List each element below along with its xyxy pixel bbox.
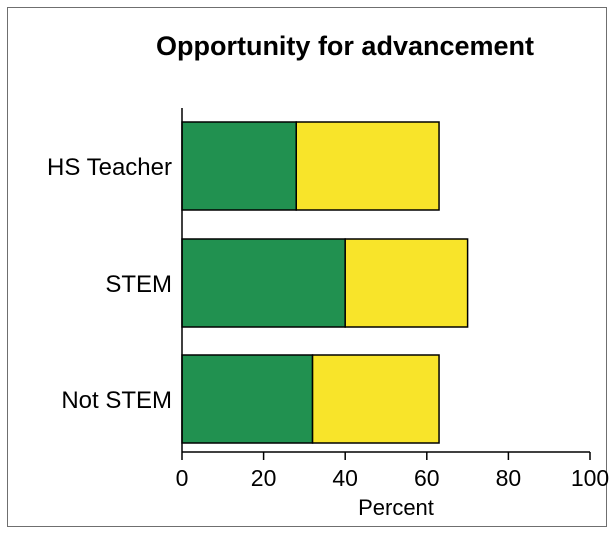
category-label-2: STEM [105,271,172,298]
x-tick-label-5: 80 [496,465,522,491]
bar-segment-3-2 [311,354,440,444]
category-label-1: HS Teacher [47,154,172,181]
bar-segment-2-2 [344,238,469,328]
bar-segment-1-2 [295,121,440,211]
x-tick-label-3: 40 [332,465,358,491]
category-labels: HS Teacher STEM Not STEM [47,154,172,414]
x-tick-label-6: 100 [571,465,609,491]
x-tick-label-1: 0 [176,465,189,491]
x-axis-ticks: 0 20 40 60 80 100 [176,452,609,491]
chart-title: Opportunity for advancement [156,31,534,61]
bars-layer [181,121,469,444]
category-label-3: Not STEM [61,387,172,414]
x-tick-label-4: 60 [414,465,440,491]
bar-segment-2-1 [181,238,346,328]
bar-segment-3-1 [181,354,314,444]
x-tick-label-2: 20 [251,465,277,491]
x-axis-title: Percent [358,495,434,520]
bar-segment-1-1 [181,121,297,211]
